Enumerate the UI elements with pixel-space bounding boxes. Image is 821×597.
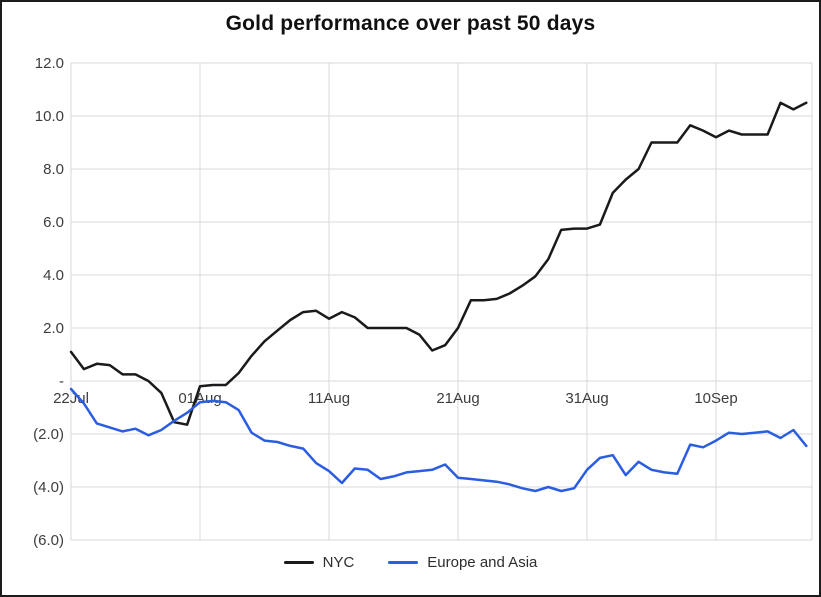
y-tick-label: 6.0 xyxy=(43,214,64,231)
x-tick-label: 10Sep xyxy=(694,390,737,407)
y-tick-label: - xyxy=(59,373,64,390)
chart-title: Gold performance over past 50 days xyxy=(225,12,596,35)
legend-item-europe-asia: Europe and Asia xyxy=(388,554,537,571)
series-line-europe-and-asia xyxy=(69,387,808,493)
legend: NYC Europe and Asia xyxy=(2,554,819,571)
legend-label-europe-asia: Europe and Asia xyxy=(427,554,538,571)
x-tick-label: 22Jul xyxy=(53,390,89,407)
y-tick-label: (4.0) xyxy=(33,479,64,496)
x-tick-label: 01Aug xyxy=(178,390,221,407)
europe-asia-line-swatch-icon xyxy=(388,561,419,564)
x-tick-label: 21Aug xyxy=(436,390,479,407)
legend-label-nyc: NYC xyxy=(322,554,355,571)
y-tick-label: (2.0) xyxy=(33,426,64,443)
y-tick-label: 4.0 xyxy=(43,267,64,284)
legend-item-nyc: NYC xyxy=(283,554,355,571)
x-tick-label: 11Aug xyxy=(308,390,350,407)
y-tick-label: 8.0 xyxy=(43,161,64,178)
series-line-nyc xyxy=(69,101,808,426)
y-tick-label: 10.0 xyxy=(35,108,64,125)
y-tick-label: 12.0 xyxy=(35,55,64,72)
nyc-line-swatch-icon xyxy=(283,561,314,564)
y-tick-label: 2.0 xyxy=(43,320,64,337)
x-tick-label: 31Aug xyxy=(565,390,608,407)
y-tick-label: (6.0) xyxy=(33,532,64,549)
